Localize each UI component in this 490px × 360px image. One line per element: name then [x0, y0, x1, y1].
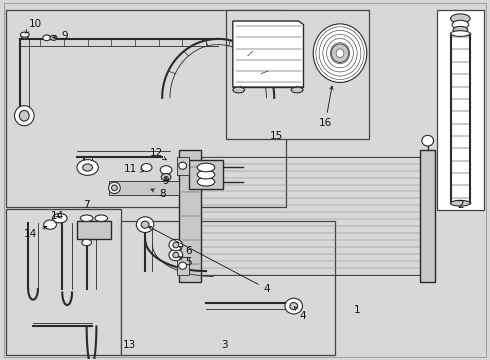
Ellipse shape — [179, 262, 187, 269]
Text: 13: 13 — [122, 340, 136, 350]
Ellipse shape — [451, 31, 470, 36]
Text: 6: 6 — [179, 246, 192, 256]
Ellipse shape — [77, 159, 98, 175]
Bar — [109, 181, 179, 195]
Text: 16: 16 — [319, 86, 333, 128]
Ellipse shape — [451, 201, 470, 206]
Ellipse shape — [453, 26, 467, 33]
Ellipse shape — [169, 249, 183, 261]
Bar — [77, 221, 111, 239]
Bar — [225, 10, 369, 139]
Ellipse shape — [197, 170, 215, 179]
Bar — [189, 160, 223, 189]
Ellipse shape — [20, 111, 29, 121]
Ellipse shape — [285, 298, 302, 314]
Text: 14: 14 — [24, 226, 47, 239]
Ellipse shape — [173, 242, 179, 248]
Ellipse shape — [109, 182, 120, 194]
Ellipse shape — [44, 220, 56, 229]
Ellipse shape — [336, 49, 344, 58]
Ellipse shape — [80, 215, 93, 221]
Text: 3: 3 — [221, 340, 228, 350]
Ellipse shape — [136, 217, 154, 233]
Ellipse shape — [43, 35, 50, 41]
Bar — [121, 221, 335, 355]
Text: 12: 12 — [150, 148, 166, 160]
Ellipse shape — [50, 35, 57, 40]
Ellipse shape — [290, 302, 297, 310]
Ellipse shape — [173, 252, 179, 258]
Ellipse shape — [82, 239, 92, 246]
Ellipse shape — [95, 215, 108, 221]
Ellipse shape — [21, 32, 29, 37]
Text: 9: 9 — [163, 176, 170, 186]
Ellipse shape — [233, 87, 245, 93]
Ellipse shape — [169, 239, 183, 251]
Bar — [6, 208, 121, 355]
Ellipse shape — [160, 166, 172, 174]
Ellipse shape — [112, 185, 117, 191]
Ellipse shape — [197, 177, 215, 186]
Ellipse shape — [452, 20, 468, 29]
Ellipse shape — [15, 106, 34, 126]
Text: 9: 9 — [53, 31, 68, 41]
Ellipse shape — [197, 163, 215, 172]
Text: 4: 4 — [148, 226, 270, 294]
Polygon shape — [233, 21, 303, 87]
Text: 7: 7 — [83, 200, 90, 210]
Ellipse shape — [161, 174, 171, 181]
Text: 4: 4 — [294, 307, 306, 321]
Ellipse shape — [141, 221, 149, 228]
Ellipse shape — [331, 44, 349, 63]
Ellipse shape — [83, 164, 93, 171]
Bar — [420, 150, 435, 282]
Text: 5: 5 — [179, 257, 192, 267]
Text: 1: 1 — [354, 305, 360, 315]
Text: 15: 15 — [270, 131, 283, 141]
Text: 14: 14 — [51, 211, 64, 221]
Ellipse shape — [179, 162, 187, 169]
Ellipse shape — [291, 87, 303, 93]
Ellipse shape — [141, 163, 152, 171]
Ellipse shape — [313, 24, 367, 82]
Bar — [177, 157, 189, 175]
Ellipse shape — [422, 135, 434, 146]
Bar — [6, 10, 287, 207]
Bar — [438, 10, 484, 210]
Text: 8: 8 — [151, 189, 166, 199]
Ellipse shape — [22, 34, 28, 39]
Text: 11: 11 — [124, 164, 144, 174]
Text: 10: 10 — [25, 18, 42, 33]
Text: 2: 2 — [457, 200, 464, 210]
Bar — [179, 150, 201, 282]
Ellipse shape — [52, 213, 67, 223]
Ellipse shape — [451, 14, 470, 23]
Bar — [177, 257, 189, 275]
